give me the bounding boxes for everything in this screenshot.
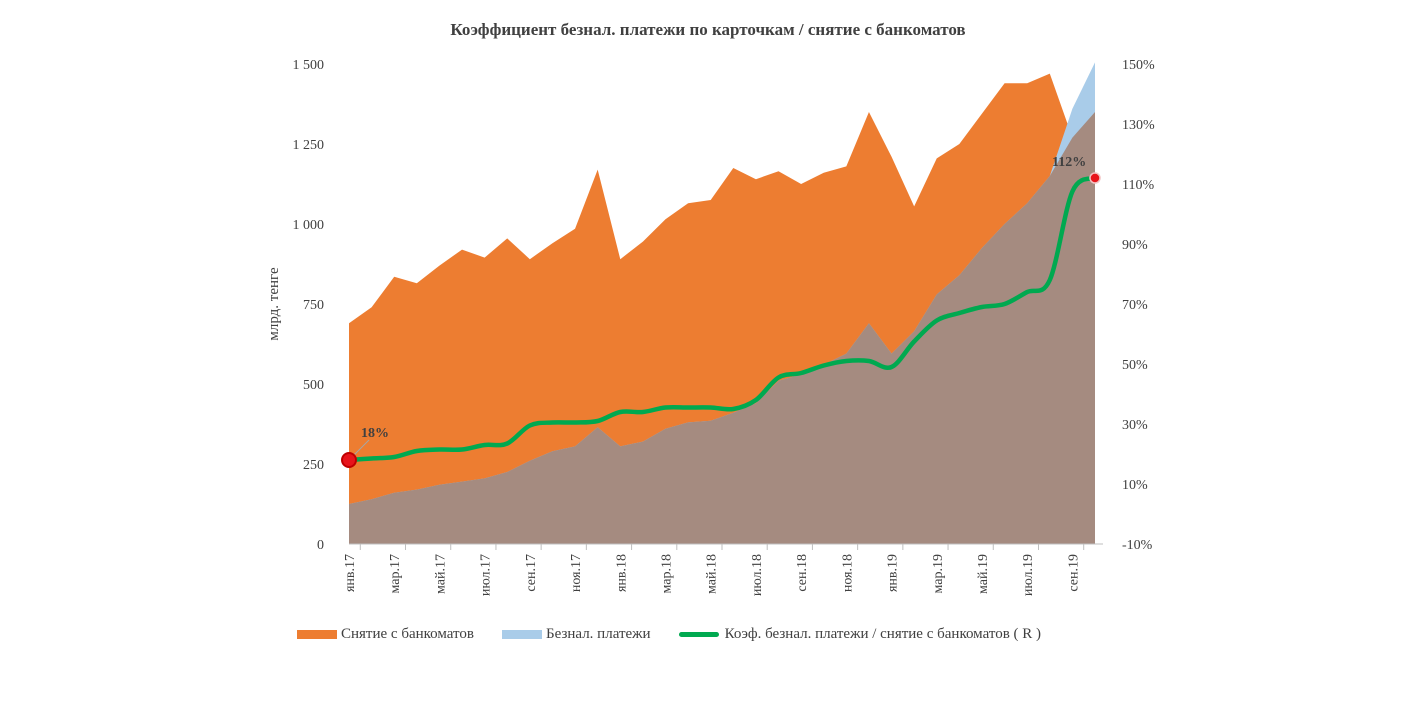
x-tick-label: июл.19 [1021,554,1036,596]
y-tick-label: 1 500 [293,58,325,73]
x-tick-label: май.17 [433,554,448,594]
ratio-line [346,175,1098,463]
legend: Снятие с банкоматов Безнал. платежи Коэф… [297,626,1069,643]
y2-tick-label: 10% [1122,478,1148,493]
annotation-label: 112% [1052,155,1086,170]
x-tick-label: июл.18 [750,554,765,596]
x-tick-label: июл.17 [479,554,494,596]
x-tick-label: янв.19 [886,554,901,592]
y2-tick-label: 110% [1122,178,1154,193]
y2-tick-label: 130% [1122,118,1155,133]
y-tick-label: 0 [317,538,324,553]
legend-item-ratio: Коэф. безнал. платежи / снятие с банкома… [678,626,1042,643]
x-tick-label: ноя.18 [840,554,855,592]
annotations: 18% 112% [341,155,1101,468]
axes: 0 250 500 750 1 000 1 250 1 500 -10% 10% 30% 50% 70… [293,58,1156,596]
legend-label-atm: Снятие с банкоматов [341,626,474,642]
legend-item-atm: Снятие с банкоматов [297,626,474,643]
plot-line [346,175,1098,463]
area-overlap [349,112,1095,544]
y2-tick-label: 70% [1122,298,1148,313]
x-tick-label: сен.18 [795,554,810,592]
x-tick-label: сен.17 [524,554,539,592]
x-tick-label: май.18 [705,554,720,594]
legend-swatch-ratio [678,632,719,637]
y-tick-label: 750 [303,298,324,313]
x-tick-label: мар.17 [388,554,403,593]
x-tick-label: янв.18 [614,554,629,592]
y-tick-label: 500 [303,378,324,393]
legend-swatch-atm [297,630,337,639]
y2-tick-label: 50% [1122,358,1148,373]
y-tick-label: 1 250 [293,138,325,153]
x-tick-label: ноя.17 [569,554,584,592]
legend-label-cashless: Безнал. платежи [546,626,651,642]
annotation-marker [341,452,357,468]
annotation-label: 18% [361,426,389,441]
y2-tick-label: 90% [1122,238,1148,253]
legend-label-ratio: Коэф. безнал. платежи / снятие с банкома… [724,626,1042,642]
plot-areas [349,62,1095,545]
legend-swatch-cashless [502,630,542,639]
x-tick-label: мар.19 [931,554,946,593]
x-tick-label: мар.18 [659,554,674,593]
chart-title: Коэффициент безнал. платежи по карточкам… [450,20,965,39]
x-tick-label: май.19 [976,554,991,594]
y-axis-label: млрд. тенге [266,267,282,341]
legend-item-cashless: Безнал. платежи [502,626,651,643]
y2-tick-label: 30% [1122,418,1148,433]
x-tick-label: янв.17 [343,554,358,592]
y2-tick-label: -10% [1122,538,1153,553]
y-tick-label: 1 000 [293,218,325,233]
y2-tick-label: 150% [1122,58,1155,73]
annotation-marker [1089,172,1101,184]
x-tick-label: сен.19 [1066,554,1081,592]
y-tick-label: 250 [303,458,324,473]
